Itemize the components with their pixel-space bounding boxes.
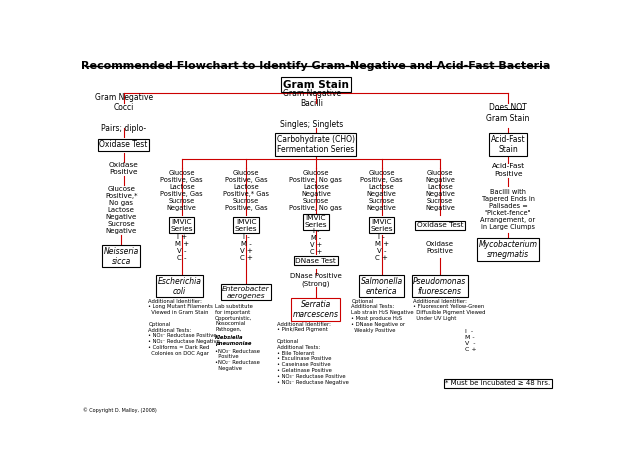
Text: Bacilli with
Tapered Ends in
Palisades =
"Picket-fence"
Arrangement, or
in Large: Bacilli with Tapered Ends in Palisades =… — [481, 189, 536, 230]
Text: I -
M -
V +
C +: I - M - V + C + — [310, 228, 322, 255]
Text: Glucose
Positive, No gas
Lactose
Negative
Sucrose
Positive, No gas: Glucose Positive, No gas Lactose Negativ… — [289, 170, 342, 211]
Text: Carbohydrate (CHO)
Fermentation Series: Carbohydrate (CHO) Fermentation Series — [277, 135, 355, 154]
Text: Gram Negative
Cocci

Pairs; diplo-: Gram Negative Cocci Pairs; diplo- — [94, 93, 152, 133]
Text: IMViC
Series: IMViC Series — [235, 219, 257, 232]
Text: IMViC
Series: IMViC Series — [170, 219, 193, 232]
Text: Additional Identifier:
• Pink/Red Pigment

Optional
Additional Tests:
• Bile Tol: Additional Identifier: • Pink/Red Pigmen… — [277, 322, 349, 385]
Text: Serratia
marcescens: Serratia marcescens — [293, 300, 339, 319]
Text: I +
M +
V -
C -: I + M + V - C - — [175, 234, 189, 261]
Text: Oxidase
Positive: Oxidase Positive — [426, 241, 454, 254]
Text: © Copyright D. Malloy, (2008): © Copyright D. Malloy, (2008) — [83, 407, 157, 412]
Text: Glucose
Negative
Lactose
Negative
Sucrose
Negative: Glucose Negative Lactose Negative Sucros… — [425, 170, 455, 211]
Text: Optional
Additional Tests:
Lab strain H₂S Negative
• Most produce H₂S
• DNase Ne: Optional Additional Tests: Lab strain H₂… — [352, 298, 414, 333]
Text: Oxidase Test: Oxidase Test — [416, 222, 463, 228]
Text: Enterobacter
aerogenes: Enterobacter aerogenes — [222, 286, 270, 299]
Text: * Must be incubated ≥ 48 hrs.: * Must be incubated ≥ 48 hrs. — [445, 380, 550, 386]
Text: Additional Identifier:
• Long Mutant Filaments
  Viewed in Gram Stain

Optional
: Additional Identifier: • Long Mutant Fil… — [149, 298, 220, 356]
Text: Glucose
Positive, Gas
Lactose
Positive,* Gas
Sucrose
Positive, Gas: Glucose Positive, Gas Lactose Positive,*… — [223, 170, 269, 211]
Text: Gram Negative
Bacilli

Singles; Singlets: Gram Negative Bacilli Singles; Singlets — [280, 89, 344, 129]
Text: Glucose
Positive, Gas
Lactose
Negative
Sucrose
Negative: Glucose Positive, Gas Lactose Negative S… — [360, 170, 403, 211]
Text: Additional Identifier:
• Fluorescent Yellow-Green
  Diffusible Pigment Viewed
  : Additional Identifier: • Fluorescent Yel… — [413, 298, 486, 321]
Text: Oxidase Test: Oxidase Test — [99, 140, 148, 149]
Text: Lab substitute
for important
Opportunistic,
Nosocomial
Pathogen,: Lab substitute for important Opportunist… — [215, 304, 253, 332]
Text: IMViC
Series: IMViC Series — [370, 219, 393, 232]
Text: •NO₃⁻ Reductase
  Positive
•NO₂⁻ Reductase
  Negative: •NO₃⁻ Reductase Positive •NO₂⁻ Reductase… — [215, 349, 260, 371]
Text: I -
M +
V -
C +: I - M + V - C + — [375, 234, 389, 261]
Text: Oxidase
Positive: Oxidase Positive — [109, 162, 138, 175]
Text: Recommended Flowchart to Identify Gram-Negative and Acid-Fast Bacteria: Recommended Flowchart to Identify Gram-N… — [81, 61, 550, 71]
Text: Escherichia
coli: Escherichia coli — [157, 276, 201, 296]
Text: Glucose
Positive,*
No gas
Lactose
Negative
Sucrose
Negative: Glucose Positive,* No gas Lactose Negati… — [105, 186, 138, 234]
Text: Gram Stain: Gram Stain — [283, 79, 349, 90]
Text: I -
M -
V +
C +: I - M - V + C + — [239, 234, 252, 261]
Text: IMViC
Series: IMViC Series — [305, 215, 327, 228]
Text: Klebsiella
pneumoniae: Klebsiella pneumoniae — [215, 335, 252, 346]
Text: Glucose
Positive, Gas
Lactose
Positive, Gas
Sucrose
Negative: Glucose Positive, Gas Lactose Positive, … — [160, 170, 203, 211]
Text: Pseudomonas
fluorescens: Pseudomonas fluorescens — [413, 276, 466, 296]
Text: I  -
M -
V  -
C +: I - M - V - C + — [465, 329, 476, 352]
Text: DNase Positive
(Strong): DNase Positive (Strong) — [290, 273, 342, 287]
Text: Does NOT
Gram Stain: Does NOT Gram Stain — [486, 103, 530, 123]
Text: Neisseria
sicca: Neisseria sicca — [104, 247, 139, 266]
Text: DNase Test: DNase Test — [296, 258, 336, 264]
Text: Mycobacterium
smegmatis: Mycobacterium smegmatis — [479, 240, 537, 259]
Text: Acid-Fast
Stain: Acid-Fast Stain — [491, 135, 525, 154]
Text: Acid-Fast
Positive: Acid-Fast Positive — [492, 163, 524, 177]
Text: Salmonella
enterica: Salmonella enterica — [361, 276, 403, 296]
